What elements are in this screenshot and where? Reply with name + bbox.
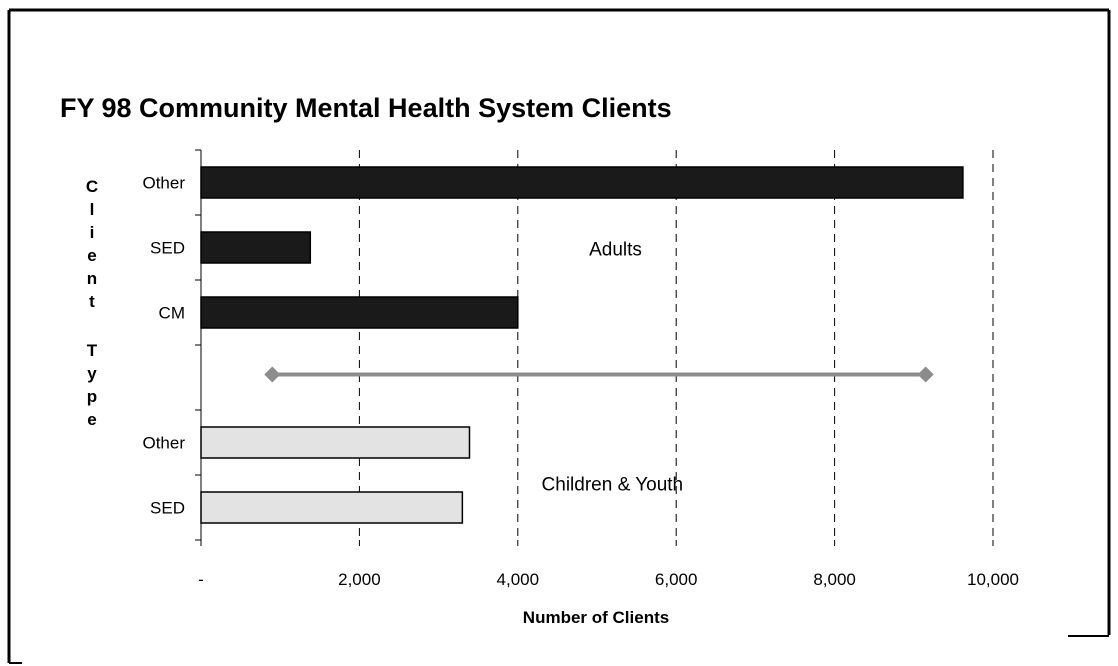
group-label-children-youth: Children & Youth [542,475,684,496]
category-label-2: CM [159,304,185,323]
bar-2 [200,296,519,329]
bar-0 [200,166,964,199]
y-axis-label-char-4: n [87,269,97,288]
y-axis-label-char-2: i [90,223,95,242]
category-label-1: SED [150,239,185,258]
x-axis-label: Number of Clients [523,608,669,627]
bar-layer [200,166,964,524]
group-label-adults: Adults [589,240,642,261]
separator-diamond-0 [264,366,281,383]
category-labels: Other SED CM Other SED [142,174,185,518]
x-tick-label-4: 8,000 [813,570,856,589]
x-tick-labels: - 2,000 4,000 6,000 8,000 10,000 [198,570,1019,589]
separator-diamond-1 [917,366,934,383]
category-label-4: SED [150,499,185,518]
bar-3 [200,426,471,459]
category-label-3: Other [142,434,185,453]
y-axis-label-char-9: p [87,387,97,406]
x-tick-label-0: - [198,570,204,589]
y-axis-label-char-8: y [87,364,97,383]
x-tick-label-1: 2,000 [338,570,381,589]
x-tick-label-5: 10,000 [967,570,1019,589]
x-tick-label-2: 4,000 [497,570,540,589]
group-separator [264,366,934,383]
bar-1 [200,231,312,264]
category-label-0: Other [142,174,185,193]
x-tick-label-3: 6,000 [655,570,698,589]
y-axis-label-char-0: C [86,177,98,196]
bar-4 [200,491,464,524]
y-axis-label-char-7: T [87,341,98,360]
y-axis-label-char-1: l [90,200,95,219]
y-axis-label-char-3: e [87,246,96,265]
y-axis-label-char-5: t [89,292,95,311]
grid-layer [195,149,994,546]
chart-title: FY 98 Community Mental Health System Cli… [60,93,672,123]
y-axis-label-char-10: e [87,410,96,429]
